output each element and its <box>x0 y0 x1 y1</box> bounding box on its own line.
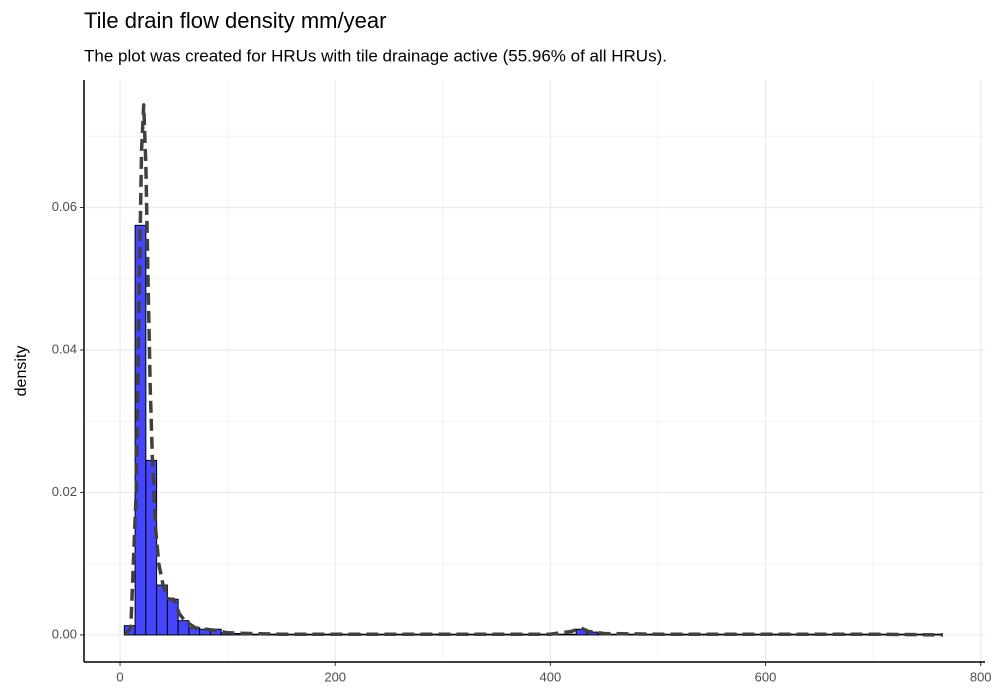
chart-subtitle: The plot was created for HRUs with tile … <box>84 46 667 65</box>
histogram-bar <box>145 459 158 636</box>
x-tick-label: 0 <box>116 669 123 684</box>
density-line <box>124 103 944 637</box>
x-tick-label: 800 <box>970 669 992 684</box>
histogram-bar <box>177 620 190 636</box>
histogram-bar <box>156 584 168 636</box>
y-tick-label: 0.06 <box>52 199 77 214</box>
y-tick-label: 0.02 <box>52 484 77 499</box>
histogram-bar <box>564 633 577 636</box>
histogram-bar <box>134 224 147 636</box>
x-tick-label: 400 <box>540 669 562 684</box>
histogram-bar <box>166 598 179 636</box>
x-tick-label: 600 <box>755 669 777 684</box>
y-axis-label: density <box>13 346 30 397</box>
y-tick-label: 0.00 <box>52 626 77 641</box>
chart-title: Tile drain flow density mm/year <box>84 8 386 33</box>
y-tick-label: 0.04 <box>52 341 77 356</box>
x-tick-label: 200 <box>324 669 346 684</box>
